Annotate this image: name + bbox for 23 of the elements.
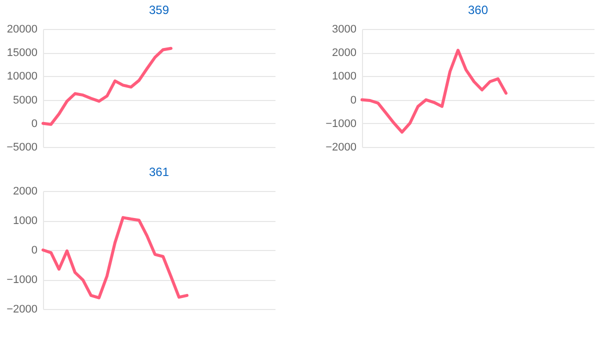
chart-title: 360 <box>468 3 488 17</box>
y-tick-label: 1000 <box>332 70 356 83</box>
y-tick-label: 3000 <box>332 24 356 36</box>
y-tick-label: 15000 <box>6 47 38 60</box>
y-tick-label: −1000 <box>326 118 356 130</box>
y-tick-label: 5000 <box>13 94 38 106</box>
y-tick-label: 2000 <box>332 47 356 60</box>
y-tick-label: 10000 <box>6 70 38 83</box>
y-tick-label: 0 <box>31 118 38 130</box>
y-tick-label: −2000 <box>6 304 38 316</box>
chart-title: 361 <box>148 165 170 179</box>
y-tick-label: 0 <box>350 94 356 106</box>
y-tick-label: −5000 <box>6 142 38 154</box>
y-tick-label: −2000 <box>326 142 356 154</box>
chart-title: 359 <box>148 3 170 17</box>
line-series <box>42 46 172 126</box>
line-series <box>360 48 508 134</box>
y-tick-label: −1000 <box>6 274 38 286</box>
y-tick-label: 1000 <box>13 215 38 227</box>
line-series <box>42 216 188 300</box>
y-tick-label: 2000 <box>13 186 38 198</box>
y-tick-label: 0 <box>31 244 38 256</box>
y-tick-label: 20000 <box>6 24 38 36</box>
